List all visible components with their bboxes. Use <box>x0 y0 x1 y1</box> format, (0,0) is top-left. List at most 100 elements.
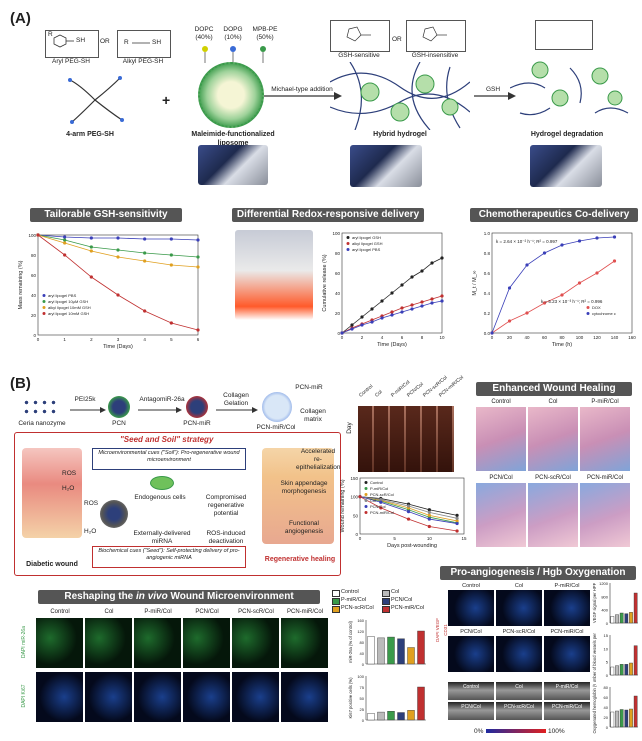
y-tick-label: 5 <box>606 660 609 665</box>
soil-text-box: Microenvironmental cues ("Soil"): Pro-re… <box>92 448 246 470</box>
bar <box>629 662 633 676</box>
functional-label: Functional angiogenesis <box>284 520 324 535</box>
histology-image <box>528 407 578 471</box>
ki67-image <box>183 672 230 722</box>
bar <box>387 711 395 721</box>
plus-sign: + <box>162 92 171 108</box>
data-point <box>63 241 67 245</box>
y-tick-label: 0 <box>606 725 609 730</box>
y-tick-label: 0.8 <box>484 251 491 256</box>
legend-marker <box>586 306 590 309</box>
legend-label: Col <box>391 589 400 595</box>
reagent-collagen-label: Collagen Gelation <box>223 392 249 407</box>
pcn-mir-col-icon <box>262 392 292 422</box>
legend-marker <box>364 505 368 508</box>
data-point <box>420 269 424 273</box>
ros-label-1: ROS <box>62 470 77 477</box>
banner-reshaping: Reshaping the in vivo Wound Microenviron… <box>38 590 320 604</box>
legend-label: PCN-scR/Col <box>370 492 394 497</box>
angio-image <box>496 636 542 672</box>
y-tick-label: 80 <box>335 251 341 256</box>
legend-swatch <box>382 590 390 597</box>
data-point <box>340 331 344 335</box>
reshape-title-pre: Reshaping the <box>64 591 137 602</box>
y-tick-label: 800 <box>601 594 608 599</box>
data-point <box>525 311 529 315</box>
y-tick-label: 0 <box>606 621 609 626</box>
bar <box>615 710 619 728</box>
ki67-image <box>281 672 328 722</box>
y-tick-label: 0 <box>606 673 609 678</box>
banner-enhanced-healing: Enhanced Wound Healing <box>476 382 632 396</box>
mir26a-image <box>183 618 230 668</box>
accel-label: Accelerated re-epithelialization <box>296 448 341 471</box>
regen-skin-icon <box>262 448 334 544</box>
angio-image <box>448 590 494 626</box>
scale-max: 100% <box>548 728 565 735</box>
succinimide-icon <box>346 26 371 42</box>
y-tick-label: 1200 <box>599 581 609 586</box>
benzene-icon <box>53 34 74 48</box>
data-point <box>116 293 120 297</box>
ultrasound-image <box>448 702 494 720</box>
x-tick-label: 0 <box>37 337 40 342</box>
plot-frame <box>491 232 633 334</box>
data-point <box>560 293 564 297</box>
ultrasound-label: Control <box>462 684 480 690</box>
endogenous-label: Endogenous cells <box>134 494 186 501</box>
wound-photo-grid <box>358 406 454 472</box>
legend-swatch <box>332 590 340 597</box>
day-label: Day <box>345 422 353 434</box>
oxygen-scale-bar <box>486 729 546 733</box>
alkyl-chain-icon <box>132 42 150 44</box>
data-point <box>196 328 200 332</box>
enhanced-col-label: PCN/Col <box>489 475 513 481</box>
degradation-struct-box <box>535 20 593 50</box>
bar <box>397 712 405 721</box>
step-ceria-label: Ceria nanozyme <box>18 420 66 427</box>
michael-arrow <box>264 92 342 100</box>
data-point <box>410 275 414 279</box>
data-point <box>430 297 434 301</box>
y-tick-label: 0.6 <box>484 271 491 276</box>
reshape-fluorescence-grid: Control Col P-miR/Col PCN/Col PCN-scR/Col PCN… <box>21 608 330 726</box>
legend-label: aryl lipogel PBS <box>352 247 381 252</box>
legend-label: DOX <box>592 305 601 310</box>
legend-label: Control <box>370 480 383 485</box>
legend-marker <box>364 511 368 514</box>
bar <box>407 710 415 721</box>
data-point <box>143 237 147 241</box>
x-tick-label: 2 <box>361 335 364 340</box>
liposome-icon <box>198 62 264 128</box>
y-tick-label: 0 <box>362 662 365 667</box>
or-label-2: OR <box>392 36 402 43</box>
r-label-1: R <box>48 31 53 38</box>
legend-label: alkyl lipogel GSH <box>352 241 383 246</box>
data-point <box>63 253 67 257</box>
enhanced-col-label: PCN-miR/Col <box>587 475 623 481</box>
x-tick-label: 10 <box>439 335 445 340</box>
data-point <box>390 310 394 314</box>
seed-text-box: Biochemical cues ("Seed"): Self-protecti… <box>92 546 246 568</box>
data-point <box>89 249 93 253</box>
y-tick-label: 40 <box>335 291 341 296</box>
gsh-sensitive-box <box>330 20 390 52</box>
data-point <box>390 313 394 317</box>
data-point <box>400 310 404 314</box>
lipid-mpb: MPB-PE (50%) <box>252 26 278 41</box>
alkyl-peg-box: R SH <box>117 30 171 58</box>
h2o-label-1: H₂O <box>62 485 75 492</box>
x-tick-label: 0 <box>491 335 494 340</box>
bar <box>387 636 395 665</box>
mir26a-image <box>134 618 181 668</box>
y-tick-label: 10 <box>604 646 609 651</box>
legend-swatch <box>382 598 390 605</box>
legend-label: aryl lipogel 10μM GSH <box>48 299 88 304</box>
y-tick-label: 15 <box>604 633 609 638</box>
enhanced-healing-grid: Control Col P-miR/Col PCN/Col PCN-scR/Col PCN… <box>476 398 632 548</box>
data-point <box>116 255 120 259</box>
reagent-pei-label: PEI25k <box>74 396 96 403</box>
data-point <box>169 263 173 267</box>
step-pcn-mir-label: PCN-miR <box>183 420 211 427</box>
bar <box>619 664 624 676</box>
